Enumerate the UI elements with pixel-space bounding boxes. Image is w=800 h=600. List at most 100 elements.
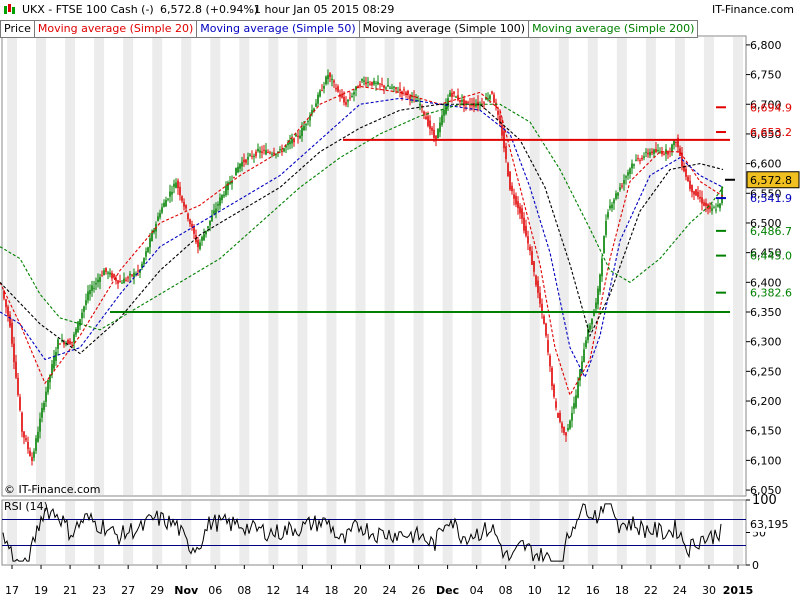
legend-item-ma50[interactable]: Moving average (Simple 50) — [196, 20, 360, 38]
candle-body — [331, 79, 333, 81]
candle-body — [121, 282, 123, 284]
candle-body — [163, 202, 165, 207]
candle-body — [285, 145, 287, 148]
candle-body — [455, 96, 457, 98]
candle-body — [157, 216, 159, 222]
candle-body — [119, 281, 121, 283]
candle-body — [589, 325, 591, 330]
candle-body — [343, 96, 345, 103]
x-tick-label: 08 — [499, 584, 513, 597]
candle-body — [345, 102, 347, 105]
time-band — [239, 37, 250, 495]
candle-body — [377, 81, 379, 85]
ma100-line — [0, 103, 724, 355]
candle-body — [469, 104, 471, 106]
time-band — [413, 37, 424, 495]
rsi-time-band — [123, 501, 134, 564]
candle-body — [505, 146, 507, 160]
candle-body — [645, 151, 647, 153]
candle-body — [79, 319, 81, 326]
time-band — [326, 37, 337, 495]
candle-body — [117, 280, 119, 284]
candle-body — [641, 157, 643, 160]
candle-body — [207, 226, 209, 229]
x-tick-label: 17 — [5, 584, 19, 597]
candle-body — [63, 341, 65, 345]
candle-body — [669, 151, 671, 153]
candle-body — [81, 312, 83, 319]
candle-body — [637, 158, 639, 160]
candle-body — [349, 97, 351, 99]
candle-body — [359, 84, 361, 87]
candle-body — [405, 92, 407, 95]
legend-item-price[interactable]: Price — [0, 20, 35, 38]
candle-body — [715, 209, 717, 211]
candle-body — [659, 151, 661, 153]
candle-body — [181, 196, 183, 201]
candle-body — [307, 121, 309, 123]
legend-item-ma20[interactable]: Moving average (Simple 20) — [33, 20, 198, 38]
candle-body — [103, 270, 105, 276]
legend-item-ma200[interactable]: Moving average (Simple 200) — [528, 20, 699, 38]
time-band — [500, 37, 511, 495]
candle-body — [395, 87, 397, 90]
time-band — [123, 37, 134, 495]
candle-body — [683, 165, 685, 172]
candle-body — [677, 137, 679, 148]
candle-body — [403, 89, 405, 91]
candle-body — [551, 367, 553, 386]
candle-body — [361, 78, 363, 81]
candle-body — [413, 95, 415, 98]
candle-body — [27, 441, 29, 450]
candle-body — [261, 151, 263, 153]
x-tick-label: 2015 — [723, 584, 754, 597]
candle-body — [271, 153, 273, 155]
y-tick-label: 6,650 — [750, 128, 782, 141]
candle-body — [91, 285, 93, 291]
x-tick-label: 06 — [208, 584, 222, 597]
candle-body — [491, 91, 493, 94]
candle-body — [545, 323, 547, 336]
time-band — [268, 37, 279, 495]
candle-body — [583, 349, 585, 363]
candle-body — [411, 96, 413, 98]
candle-body — [655, 149, 657, 153]
candle-body — [605, 220, 607, 235]
candle-body — [625, 176, 627, 178]
candle-body — [305, 124, 307, 126]
rsi-time-band — [442, 501, 453, 564]
candle-body — [335, 87, 337, 90]
candle-body — [365, 82, 367, 85]
ma20-line — [0, 85, 724, 397]
candle-body — [133, 272, 135, 278]
candle-body — [201, 236, 203, 241]
candle-body — [453, 91, 455, 94]
y-tick-label: 6,550 — [750, 187, 782, 200]
legend-item-ma100[interactable]: Moving average (Simple 100) — [358, 20, 530, 38]
y-tick-label: 6,300 — [750, 336, 782, 349]
candle-body — [197, 240, 199, 248]
candle-body — [687, 176, 689, 182]
candle-body — [237, 166, 239, 173]
candle-body — [123, 278, 125, 284]
candle-body — [113, 274, 115, 278]
candle-body — [187, 213, 189, 220]
candle-body — [381, 84, 383, 86]
candle-body — [695, 189, 697, 196]
x-tick-label: 24 — [673, 584, 687, 597]
candle-body — [341, 93, 343, 98]
candle-body — [507, 163, 509, 177]
candle-body — [623, 180, 625, 184]
candle-body — [199, 242, 201, 250]
x-tick-label: 10 — [528, 584, 542, 597]
candle-body — [245, 159, 247, 163]
candle-body — [321, 90, 323, 92]
candle-body — [167, 198, 169, 200]
candle-body — [581, 361, 583, 374]
candle-body — [379, 83, 381, 85]
x-tick-label: 23 — [92, 584, 106, 597]
time-band — [442, 37, 453, 495]
candle-body — [419, 103, 421, 106]
candle-body — [273, 152, 275, 155]
candle-body — [39, 418, 41, 432]
